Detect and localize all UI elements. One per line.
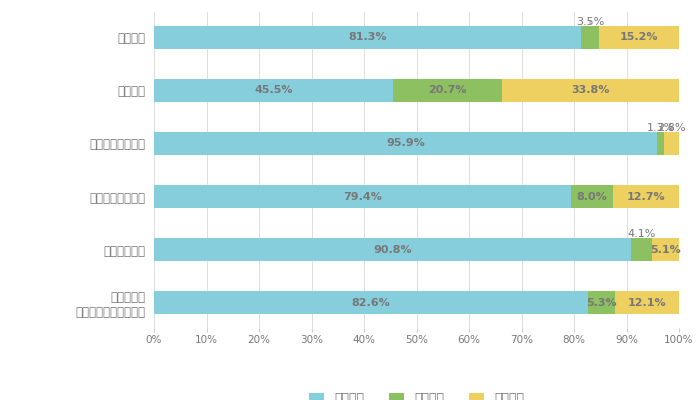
Text: 8.0%: 8.0% bbox=[577, 192, 607, 202]
Text: 5.1%: 5.1% bbox=[650, 244, 681, 254]
Text: 82.6%: 82.6% bbox=[351, 298, 390, 308]
Text: 95.9%: 95.9% bbox=[386, 138, 425, 148]
Text: 81.3%: 81.3% bbox=[348, 32, 386, 42]
Bar bbox=[652, 238, 679, 261]
Bar bbox=[571, 185, 613, 208]
Text: 3.5%: 3.5% bbox=[576, 17, 604, 27]
Text: 33.8%: 33.8% bbox=[571, 86, 610, 96]
Bar bbox=[581, 26, 599, 49]
Bar bbox=[664, 132, 679, 155]
Text: 15.2%: 15.2% bbox=[620, 32, 658, 42]
Text: 90.8%: 90.8% bbox=[373, 244, 412, 254]
Bar bbox=[613, 185, 680, 208]
Bar bbox=[154, 132, 657, 155]
Bar bbox=[154, 238, 631, 261]
Bar bbox=[393, 79, 501, 102]
Text: 20.7%: 20.7% bbox=[428, 86, 466, 96]
Bar bbox=[154, 26, 581, 49]
Bar bbox=[657, 132, 664, 155]
Text: 2.8%: 2.8% bbox=[657, 123, 686, 133]
Text: 4.1%: 4.1% bbox=[627, 229, 656, 239]
Text: 45.5%: 45.5% bbox=[254, 86, 293, 96]
Text: 5.3%: 5.3% bbox=[587, 298, 617, 308]
Bar bbox=[599, 26, 679, 49]
Bar bbox=[631, 238, 652, 261]
Text: 12.1%: 12.1% bbox=[628, 298, 666, 308]
Bar bbox=[587, 291, 615, 314]
Bar bbox=[154, 291, 587, 314]
Bar bbox=[615, 291, 679, 314]
Bar bbox=[154, 185, 571, 208]
Text: 79.4%: 79.4% bbox=[343, 192, 382, 202]
Text: 12.7%: 12.7% bbox=[627, 192, 666, 202]
Legend: 全額支給, 一部支給, 支給せず: 全額支給, 一部支給, 支給せず bbox=[304, 387, 529, 400]
Text: 1.3%: 1.3% bbox=[647, 123, 675, 133]
Bar bbox=[501, 79, 679, 102]
Bar bbox=[154, 79, 393, 102]
